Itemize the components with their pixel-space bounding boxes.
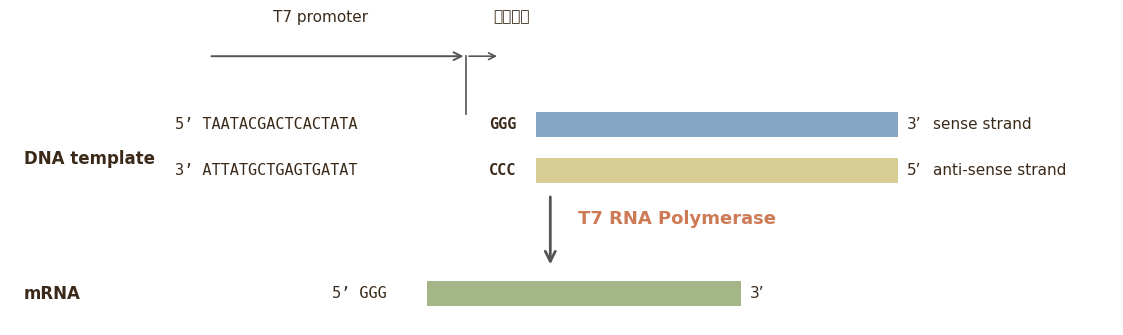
FancyBboxPatch shape — [536, 112, 897, 137]
Text: 3’ ATTATGCTGAGTGATAT: 3’ ATTATGCTGAGTGATAT — [175, 163, 357, 178]
Text: T7 RNA Polymerase: T7 RNA Polymerase — [578, 210, 776, 228]
Text: 5’: 5’ — [906, 163, 921, 178]
Text: CCC: CCC — [489, 163, 517, 178]
Text: 转录起始: 转录起始 — [493, 10, 529, 25]
Text: 3’: 3’ — [906, 117, 921, 132]
Text: GGG: GGG — [489, 117, 517, 132]
Text: 5’ GGG: 5’ GGG — [332, 286, 386, 301]
Text: sense strand: sense strand — [933, 117, 1032, 132]
FancyBboxPatch shape — [536, 158, 897, 183]
Text: T7 promoter: T7 promoter — [273, 10, 368, 25]
FancyBboxPatch shape — [427, 281, 741, 306]
Text: anti-sense strand: anti-sense strand — [933, 163, 1067, 178]
Text: DNA template: DNA template — [24, 150, 155, 168]
Text: 3’: 3’ — [750, 286, 765, 301]
Text: mRNA: mRNA — [24, 285, 81, 303]
Text: 5’ TAATACGACTCACTATA: 5’ TAATACGACTCACTATA — [175, 117, 357, 132]
